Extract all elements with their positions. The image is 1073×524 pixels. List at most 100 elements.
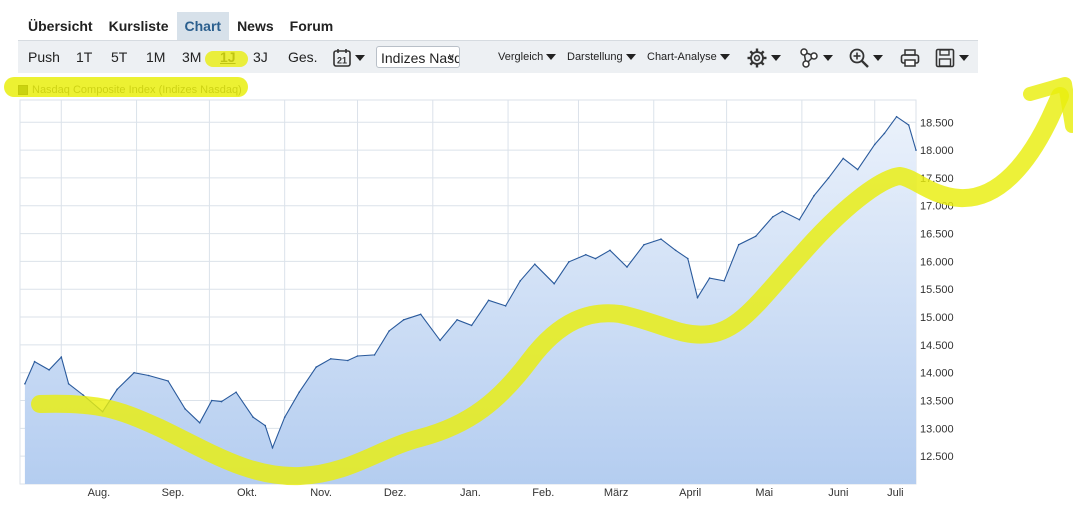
indicators-button[interactable]	[798, 41, 833, 73]
price-area	[24, 116, 916, 484]
caret-down-icon	[719, 54, 730, 61]
data-point	[674, 249, 677, 252]
chart-analyse-menu[interactable]: Chart-Analyse	[647, 41, 730, 73]
data-point	[283, 416, 286, 419]
nav-tab-news[interactable]: News	[237, 18, 274, 34]
y-tick-label: 16.000	[920, 256, 954, 268]
data-point	[133, 371, 135, 374]
save-button[interactable]	[934, 41, 969, 73]
chart-toolbar: Push 1T 5T 1M 3M 1J 3J Ges. 21 Indizes N…	[18, 40, 978, 73]
y-tick-label: 12.500	[920, 451, 954, 463]
nav-tab-uebersicht[interactable]: Übersicht	[28, 18, 93, 34]
data-point	[696, 296, 699, 299]
index-select[interactable]: Indizes Nasdaq ∨	[376, 46, 460, 68]
nav-tab-chart[interactable]: Chart	[176, 12, 230, 40]
nav-tab-forum[interactable]: Forum	[289, 18, 334, 34]
zoom-button[interactable]	[848, 41, 883, 73]
range-3m-button[interactable]: 3M	[182, 49, 202, 65]
y-tick-label: 18.000	[920, 145, 954, 157]
data-point	[687, 257, 689, 260]
legend-label: Nasdaq Composite Index (Indizes Nasdaq)	[32, 83, 242, 96]
data-point	[252, 416, 254, 419]
data-point	[470, 324, 473, 327]
data-point	[198, 422, 201, 424]
x-tick-label: Jan.	[460, 487, 481, 499]
data-point	[147, 374, 150, 377]
top-navigation: Übersicht Kursliste Chart News Forum	[20, 12, 341, 40]
x-tick-label: Juli	[887, 487, 904, 499]
data-point	[388, 330, 390, 332]
calendar-day-text: 21	[337, 55, 347, 65]
data-point	[48, 369, 50, 371]
data-point	[264, 424, 267, 427]
data-point	[737, 243, 740, 246]
darstellung-menu[interactable]: Darstellung	[567, 41, 636, 73]
data-point	[116, 388, 118, 391]
data-point	[781, 210, 784, 213]
caret-down-icon	[771, 54, 781, 61]
data-point	[419, 313, 422, 316]
data-point	[915, 149, 917, 151]
data-point	[402, 319, 405, 321]
data-point	[660, 238, 662, 240]
data-point	[211, 399, 213, 402]
data-point	[347, 359, 349, 362]
range-5t-button[interactable]: 5T	[111, 49, 128, 65]
print-button[interactable]	[899, 41, 921, 73]
y-tick-label: 13.000	[920, 423, 954, 435]
data-point	[220, 400, 223, 403]
caret-down-icon	[823, 54, 833, 61]
nav-tab-kursliste[interactable]: Kursliste	[108, 18, 169, 34]
y-tick-label: 15.500	[920, 284, 954, 296]
caret-down-icon	[873, 54, 883, 61]
settings-button[interactable]	[746, 41, 781, 73]
data-point	[67, 383, 70, 385]
range-1t-button[interactable]: 1T	[76, 49, 93, 65]
x-tick-label: Mai	[755, 487, 773, 499]
highlight-stroke-trend	[31, 87, 1069, 486]
data-point	[60, 356, 63, 358]
x-tick-label: Nov.	[310, 487, 332, 499]
range-1m-button[interactable]: 1M	[146, 49, 166, 65]
data-point	[24, 383, 26, 385]
data-point	[798, 218, 801, 221]
x-tick-label: Dez.	[384, 487, 407, 499]
vergleich-label: Vergleich	[498, 51, 544, 63]
range-1j-button[interactable]: 1J	[220, 49, 236, 65]
data-point	[856, 168, 859, 171]
x-tick-label: Feb.	[532, 487, 554, 499]
data-point	[813, 194, 815, 197]
data-point	[873, 143, 876, 146]
data-point	[771, 216, 774, 218]
range-ges-button[interactable]: Ges.	[288, 49, 318, 65]
data-point	[585, 253, 587, 256]
y-tick-label: 14.000	[920, 368, 954, 380]
data-point	[356, 355, 359, 357]
data-point	[439, 339, 441, 342]
data-point	[534, 263, 536, 266]
vergleich-menu[interactable]: Vergleich	[498, 41, 557, 73]
calendar-icon: 21	[333, 48, 351, 67]
data-point	[519, 280, 521, 282]
data-point	[643, 243, 645, 246]
data-point	[330, 358, 332, 360]
range-push-button[interactable]: Push	[28, 49, 60, 65]
zoom-in-icon	[849, 48, 869, 68]
data-point	[594, 257, 597, 260]
data-point	[167, 380, 169, 382]
data-point	[708, 277, 711, 279]
x-tick-label: Aug.	[88, 487, 111, 499]
data-point	[235, 391, 237, 394]
x-tick-label: März	[604, 487, 628, 499]
data-point	[373, 354, 376, 356]
range-3j-button[interactable]: 3J	[253, 49, 268, 65]
legend-color-swatch	[18, 84, 28, 95]
x-tick-label: Sep.	[162, 487, 185, 499]
y-tick-label: 17.500	[920, 173, 954, 185]
caret-down-icon	[625, 54, 636, 61]
data-point	[315, 366, 318, 368]
calendar-button[interactable]: 21	[332, 46, 365, 68]
data-point	[456, 319, 458, 321]
highlight-arrowhead	[1023, 77, 1073, 133]
data-point	[723, 280, 725, 282]
